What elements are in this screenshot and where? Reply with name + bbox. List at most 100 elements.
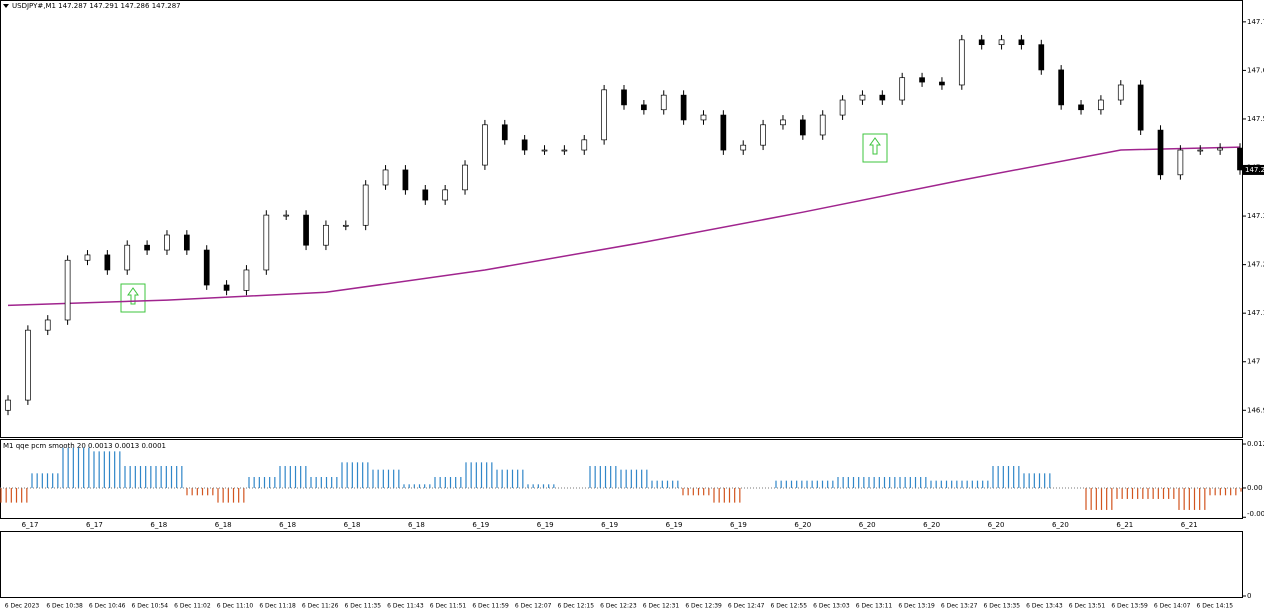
candle-body (819, 114, 826, 136)
time-label: 6 Dec 11:18 (259, 603, 296, 610)
time-label: 6 Dec 13:27 (941, 603, 978, 610)
time-label: 6 Dec 2023 (5, 603, 40, 610)
y-tick-label: 0.012 (1247, 440, 1264, 448)
x-label: 6_19 (537, 521, 554, 529)
time-label: 6 Dec 13:19 (898, 603, 935, 610)
candle-body (799, 119, 806, 136)
signal-arrow (869, 137, 881, 155)
candle-body (482, 124, 488, 166)
x-label: 6_18 (215, 521, 232, 529)
time-label: 6 Dec 13:03 (813, 603, 850, 610)
time-label: 6 Dec 12:15 (558, 603, 595, 610)
candle-body (660, 94, 667, 111)
signal-box (120, 283, 146, 313)
x-label: 6_19 (730, 521, 747, 529)
time-label: 6 Dec 12:31 (643, 603, 680, 610)
candle-body (164, 234, 170, 251)
time-label: 6 Dec 11:26 (302, 603, 339, 610)
candle-body (144, 244, 150, 251)
candle-body (362, 184, 369, 226)
candle-body (5, 399, 11, 411)
x-label: 6_19 (666, 521, 683, 529)
candle-body (382, 169, 389, 186)
x-label: 6_18 (344, 521, 361, 529)
last-price-tag (1242, 164, 1264, 175)
time-label: 6 Dec 14:07 (1154, 603, 1191, 610)
candle-body (1137, 84, 1144, 131)
candle-body (501, 124, 508, 141)
candle-body (44, 319, 51, 331)
candle-body (422, 189, 429, 201)
y-tick-label: 147 (1247, 358, 1260, 366)
candle-body (124, 244, 131, 271)
candle-body (740, 144, 747, 151)
candle-body (760, 124, 766, 146)
y-tick-label: 147.1 (1247, 309, 1264, 317)
x-label: 6_21 (1116, 521, 1133, 529)
time-label: 6 Dec 13:43 (1026, 603, 1063, 610)
candle-body (203, 249, 210, 286)
candle-body (1038, 44, 1045, 71)
time-label: 6 Dec 12:23 (600, 603, 637, 610)
candle-body (899, 77, 906, 101)
candle-body (919, 77, 925, 83)
candle-body (462, 164, 468, 191)
time-label: 6 Dec 12:39 (685, 603, 722, 610)
time-label: 6 Dec 11:10 (217, 603, 254, 610)
candle-body (780, 119, 786, 126)
candle-body (1117, 84, 1124, 101)
time-label: 6 Dec 10:46 (89, 603, 126, 610)
candle-body (521, 139, 528, 151)
time-label: 6 Dec 12:47 (728, 603, 765, 610)
time-label: 6 Dec 11:59 (472, 603, 509, 610)
menu-triangle (3, 4, 9, 8)
x-label: 6_19 (472, 521, 489, 529)
y-tick-label: 0 (1247, 592, 1251, 600)
time-label: 6 Dec 13:35 (984, 603, 1021, 610)
candle-body (720, 114, 727, 151)
candle-body (263, 214, 270, 271)
candle-body (323, 224, 329, 246)
candle-body (998, 39, 1005, 46)
indicator-title: M1 qqe pcm smooth 20 0.0013 0.0013 0.000… (3, 442, 166, 450)
time-label: 6 Dec 12:07 (515, 603, 552, 610)
x-label: 6_20 (923, 521, 940, 529)
time-label: 6 Dec 11:02 (174, 603, 211, 610)
candle-body (84, 254, 91, 261)
signal-arrow (127, 287, 139, 305)
x-label: 6_18 (408, 521, 425, 529)
candle-body (104, 254, 111, 271)
x-label: 6_17 (86, 521, 103, 529)
x-label: 6_20 (794, 521, 811, 529)
y-tick-label: 147.5 (1247, 115, 1264, 123)
y-tick-label: -0.008 (1247, 510, 1264, 518)
time-label: 6 Dec 11:35 (345, 603, 382, 610)
x-label: 6_19 (601, 521, 618, 529)
time-label: 6 Dec 11:51 (430, 603, 467, 610)
candle-body (1177, 149, 1184, 176)
candle-body (1197, 149, 1204, 152)
y-tick-label: 146.9 (1247, 406, 1264, 414)
candle-body (243, 269, 250, 291)
signal-box (862, 133, 888, 163)
candle-body (958, 39, 965, 86)
candle-body (1237, 147, 1243, 171)
candle-body (1018, 39, 1025, 46)
y-tick-label: 0.00 (1247, 484, 1263, 492)
x-label: 6_18 (279, 521, 296, 529)
candle-body (1098, 99, 1104, 111)
time-label: 6 Dec 13:11 (856, 603, 893, 610)
x-label: 6_17 (22, 521, 39, 529)
candle-body (1078, 104, 1084, 111)
main-panel (0, 0, 1243, 438)
candle-body (859, 94, 866, 101)
candle-body (561, 149, 568, 152)
candle-body (402, 169, 409, 191)
candle-body (223, 284, 230, 291)
x-label: 6_20 (859, 521, 876, 529)
candle-body (680, 94, 687, 121)
candle-body (939, 81, 945, 86)
y-tick-label: 147.2 (1247, 261, 1264, 269)
